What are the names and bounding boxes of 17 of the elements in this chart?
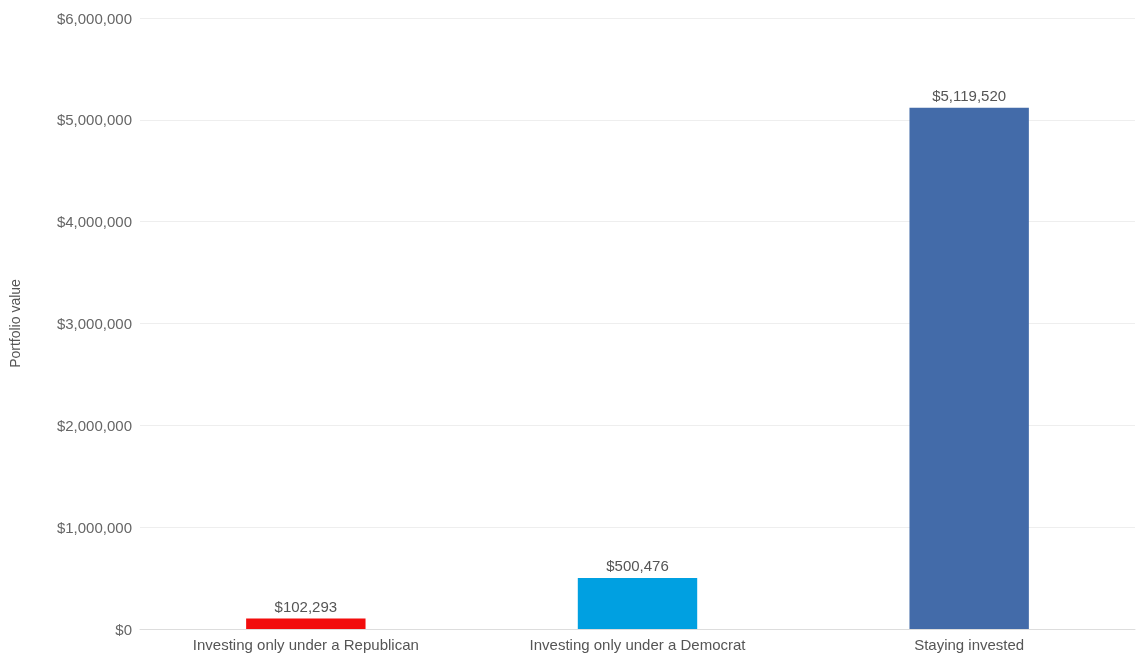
- x-tick-label: Staying invested: [914, 636, 1025, 653]
- data-label: $102,293: [274, 597, 338, 615]
- bar: [909, 107, 1029, 629]
- y-tick-label: $2,000,000: [56, 416, 132, 434]
- y-tick-label: $6,000,000: [56, 9, 132, 27]
- data-label: $5,119,520: [932, 86, 1007, 104]
- x-tick-label: Investing only under a Republican: [192, 636, 419, 653]
- y-tick-label: $5,000,000: [56, 111, 132, 129]
- bar: [577, 578, 698, 629]
- y-tick-label: $1,000,000: [56, 518, 132, 536]
- bar: [246, 618, 366, 629]
- y-tick-label: $3,000,000: [56, 315, 132, 332]
- y-tick-label: $0: [115, 620, 132, 638]
- y-tick-label: $4,000,000: [56, 213, 132, 231]
- x-tick-label: Investing only under a Democrat: [529, 636, 747, 653]
- y-axis-title: Portfolio value: [7, 278, 23, 368]
- data-label: $500,476: [606, 557, 669, 575]
